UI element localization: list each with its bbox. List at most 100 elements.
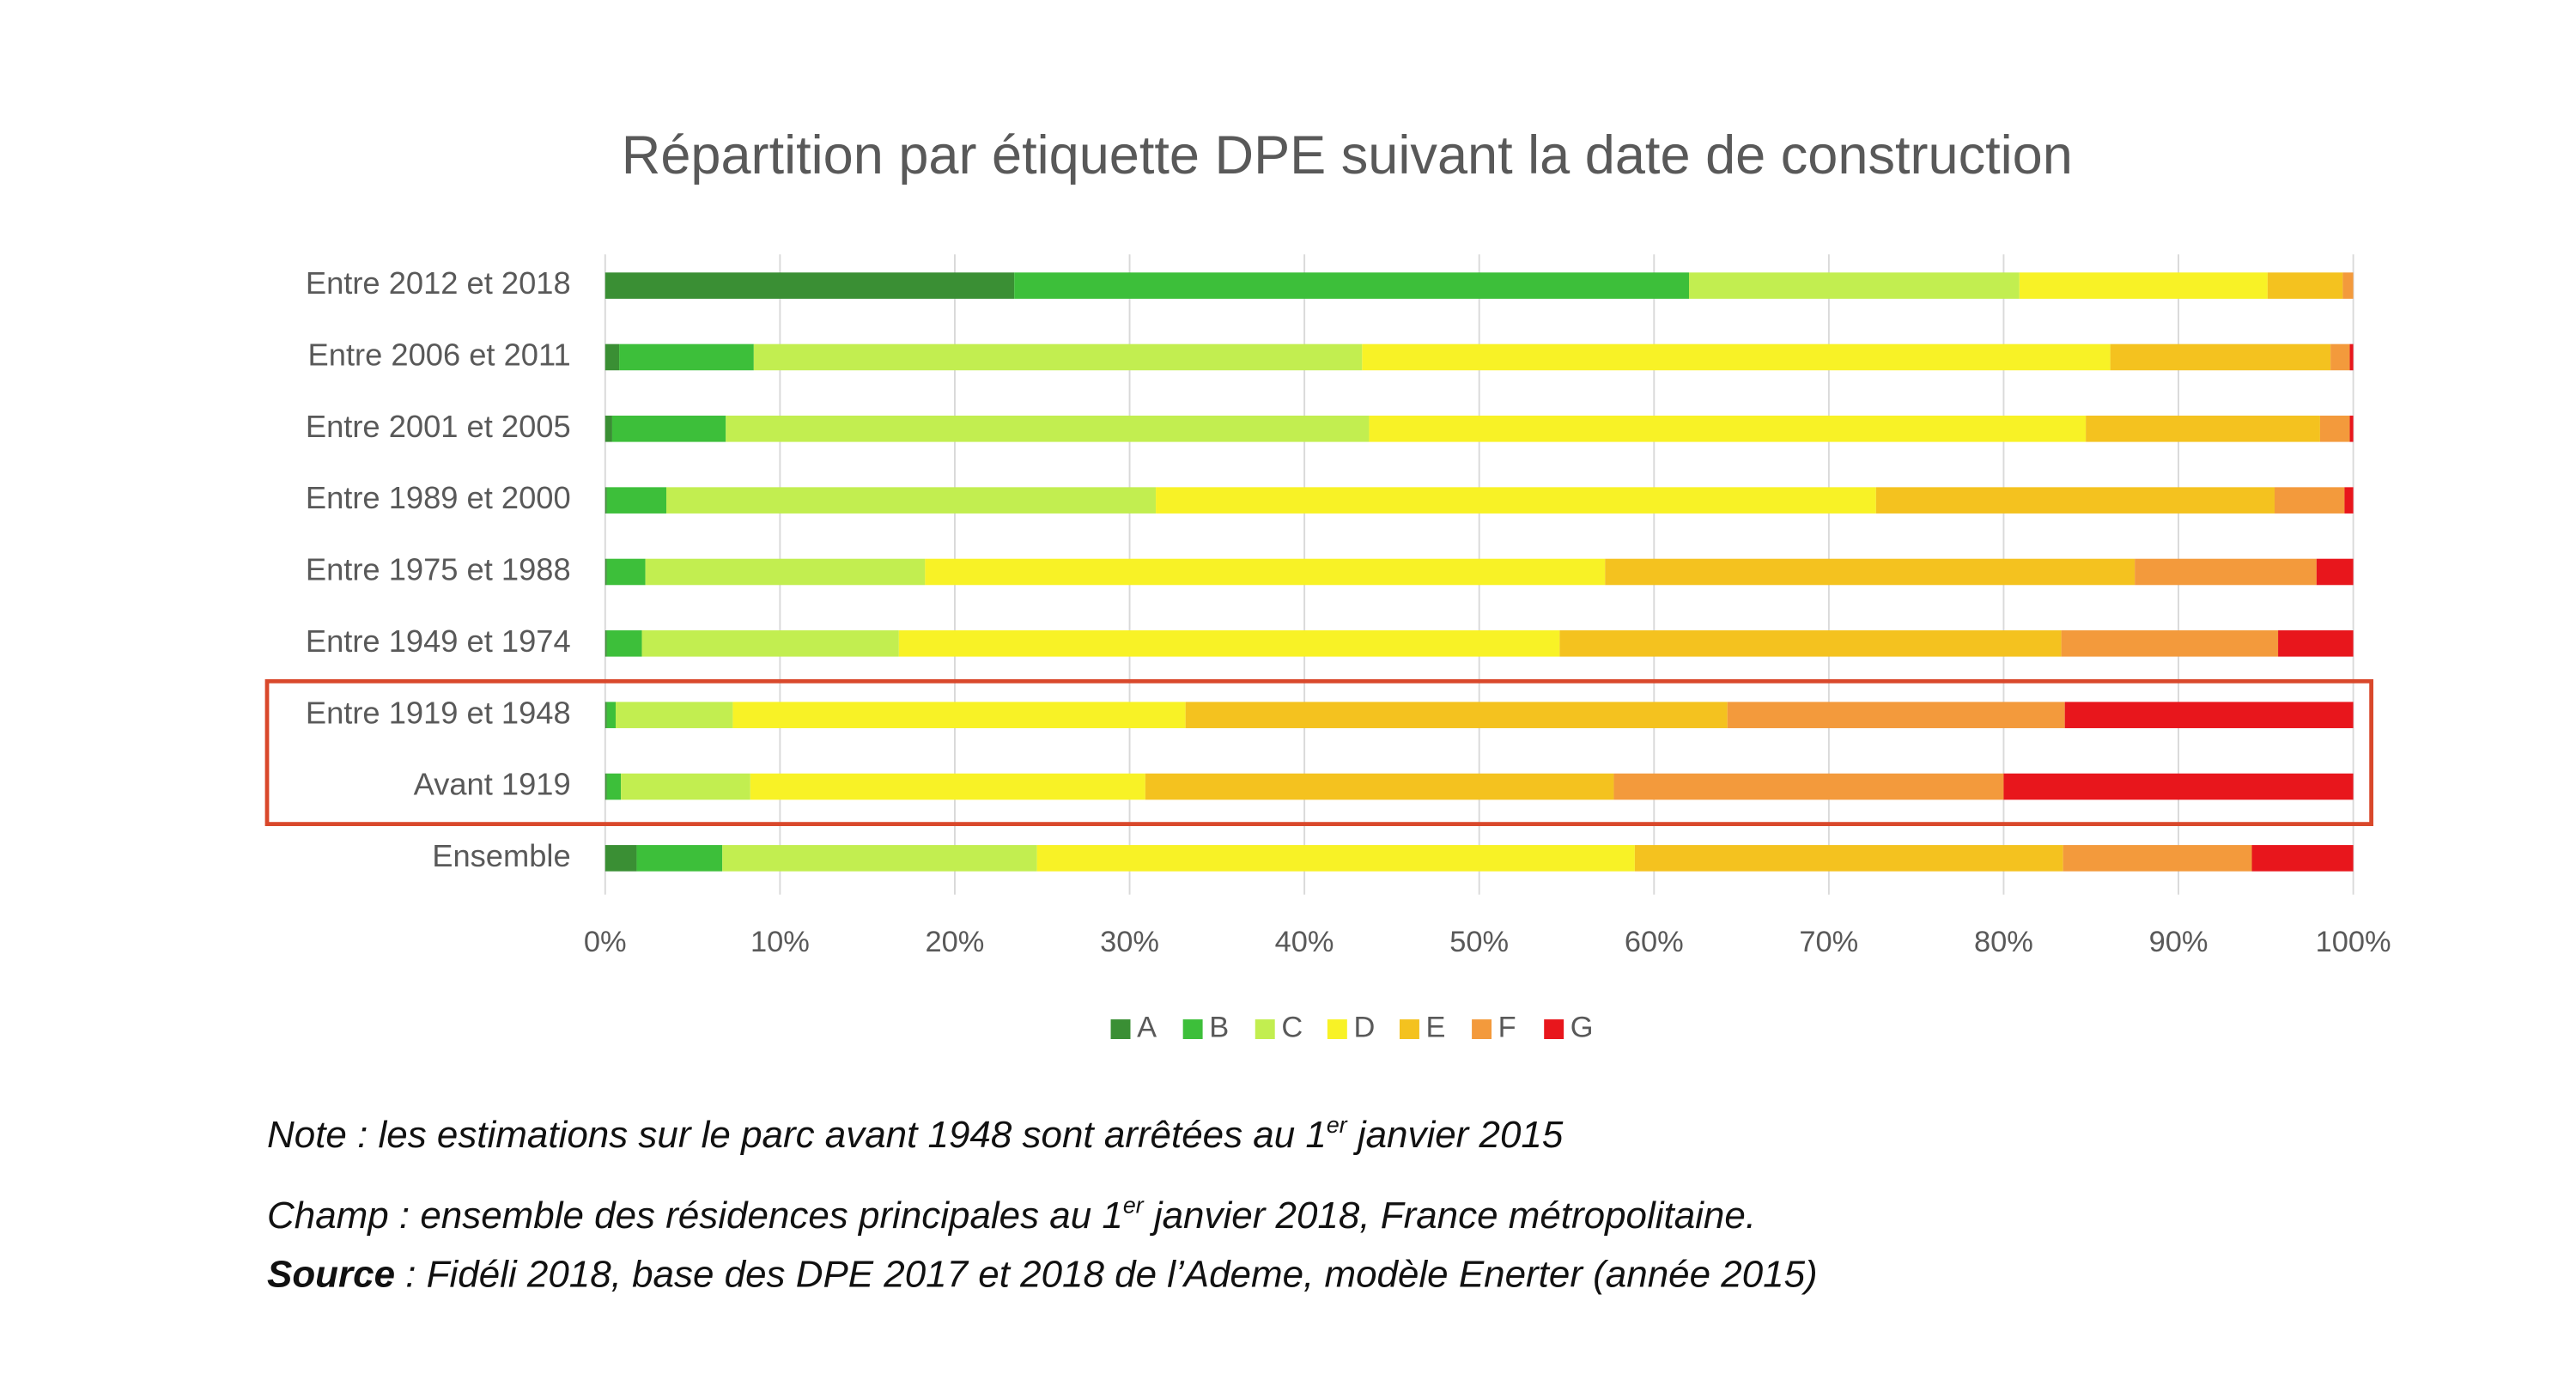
bar-segment [2110,343,2331,371]
bar-segment [605,773,607,800]
bar-segment [750,773,1145,800]
note-sup: er [1327,1112,1348,1138]
champ-sup: er [1123,1193,1145,1219]
legend-swatch [1399,1019,1419,1040]
bar-segment [621,773,750,800]
bar-segment [1145,773,1614,800]
legend-label: A [1137,1012,1157,1044]
bar-segment [2135,558,2317,586]
x-tick-label: 10% [750,926,810,958]
legend-label: C [1281,1012,1303,1044]
bar-segment [606,558,646,586]
y-tick-label: Entre 2001 et 2005 [306,409,571,444]
legend-swatch [1182,1019,1203,1040]
bar-segment [641,630,899,657]
y-tick-label: Entre 1949 et 1974 [306,623,571,659]
bar-segment [732,702,1186,728]
y-tick-label: Entre 2006 et 2011 [308,337,571,373]
bar-segment [1605,558,2136,586]
y-tick-label: Entre 1975 et 1988 [306,552,571,587]
bar-segment [1875,487,2275,514]
bar-segment [2319,416,2350,442]
bar-segment [645,558,926,586]
bar-segment [722,845,1037,872]
bar-segment [1613,773,2004,800]
bar-segment [605,630,607,657]
bar-segment [2019,272,2268,299]
bar-segment [1014,272,1689,299]
bar-segment [606,702,617,728]
legend-swatch [1255,1019,1275,1040]
chart-title: Répartition par étiquette DPE suivant la… [622,125,2073,185]
bar-segment [2349,416,2354,442]
bar-segment [726,416,1370,442]
legend-label: G [1571,1012,1594,1044]
y-tick-label: Entre 2012 et 2018 [306,265,571,301]
bar-segment [1369,416,2087,442]
legend-label: E [1426,1012,1446,1044]
x-tick-label: 60% [1625,926,1684,958]
x-tick-label: 0% [584,926,627,958]
bar-segment [606,773,622,800]
x-tick-label: 30% [1100,926,1159,958]
x-tick-label: 100% [2316,926,2391,958]
bar-segment [2278,630,2354,657]
bar-segment [925,558,1606,586]
source: Source : Fidéli 2018, base des DPE 2017 … [267,1254,1818,1296]
bar-segment [2349,343,2354,371]
bar-segment [2342,272,2354,299]
x-tick-label: 70% [1799,926,1858,958]
source-label: Source [267,1254,395,1296]
legend-swatch [1544,1019,1564,1040]
bar-segment [1688,272,2020,299]
bar-segment [1185,702,1728,728]
y-tick-label: Entre 1989 et 2000 [306,480,571,515]
source-text: : Fidéli 2018, base des DPE 2017 et 2018… [395,1254,1818,1296]
highlight-box [264,678,2374,826]
x-tick-label: 40% [1275,926,1334,958]
bar-segment [616,702,733,728]
bar-segment [2086,416,2320,442]
bar-segment [2063,845,2252,872]
legend-swatch [1472,1019,1492,1040]
bar-segment [1634,845,2063,872]
x-tick-label: 80% [1974,926,2033,958]
bar-segment [605,702,607,728]
bars: Entre 2012 et 2018 Entre 2006 et 2011 Entr… [306,265,2354,873]
x-tick-label: 50% [1449,926,1509,958]
bar-segment [605,343,620,371]
bar-segment [606,487,667,514]
bar-segment [2061,630,2279,657]
champ-text: Champ : ensemble des résidences principa… [267,1194,1123,1237]
note: Note : les estimations sur le parc avant… [267,1112,1564,1156]
bar-segment [1559,630,2062,657]
bar-segment [2330,343,2350,371]
legend-swatch [1110,1019,1131,1040]
bar-segment [1727,702,2065,728]
bar-segment [2344,487,2354,514]
bar-segment [619,343,754,371]
legend-label: D [1353,1012,1375,1044]
y-tick-label: Avant 1919 [414,767,571,802]
bar-segment [636,845,723,872]
x-tick-label: 90% [2149,926,2208,958]
legend-swatch [1327,1019,1347,1040]
note-text: Note : les estimations sur le parc avant… [267,1114,1327,1156]
bar-segment [898,630,1560,657]
bar-segment [2274,487,2345,514]
bar-segment [605,558,607,586]
bar-segment [605,845,637,872]
legend: A B C D E F G [1110,1012,1594,1044]
legend-label: B [1209,1012,1229,1044]
bar-segment [2003,773,2354,800]
bar-segment [605,272,1015,299]
y-tick-label: Ensemble [432,838,570,873]
bar-segment [2064,702,2354,728]
bar-segment [611,416,726,442]
legend-label: F [1498,1012,1516,1044]
x-tick-label: 20% [926,926,985,958]
bar-segment [1362,343,2111,371]
bar-segment [1036,845,1635,872]
